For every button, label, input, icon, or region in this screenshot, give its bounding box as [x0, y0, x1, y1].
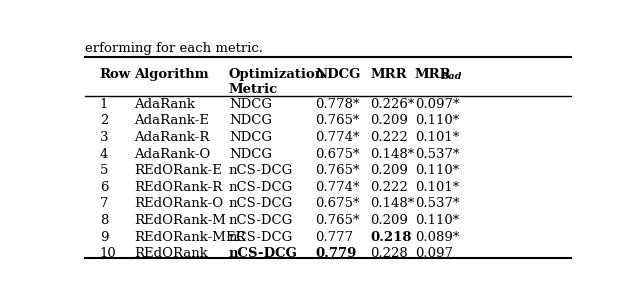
Text: nCS-DCG: nCS-DCG [229, 164, 293, 177]
Text: 2: 2 [100, 114, 108, 127]
Text: 0.228: 0.228 [370, 247, 408, 260]
Text: 0.101*: 0.101* [415, 181, 459, 194]
Text: 0.777: 0.777 [316, 230, 354, 243]
Text: REdORank-O: REdORank-O [134, 197, 224, 210]
Text: nCS-DCG: nCS-DCG [229, 247, 298, 260]
Text: 8: 8 [100, 214, 108, 227]
Text: NDCG: NDCG [229, 148, 272, 160]
Text: 5: 5 [100, 164, 108, 177]
Text: 0.774*: 0.774* [316, 181, 360, 194]
Text: NDCG: NDCG [316, 68, 361, 81]
Text: AdaRank: AdaRank [134, 98, 196, 111]
Text: 4: 4 [100, 148, 108, 160]
Text: REdORank-MER: REdORank-MER [134, 230, 246, 243]
Text: Optimization
Metric: Optimization Metric [229, 68, 325, 96]
Text: 6: 6 [100, 181, 108, 194]
Text: 3: 3 [100, 131, 108, 144]
Text: 0.765*: 0.765* [316, 114, 360, 127]
Text: 0.765*: 0.765* [316, 214, 360, 227]
Text: AdaRank-R: AdaRank-R [134, 131, 210, 144]
Text: 0.774*: 0.774* [316, 131, 360, 144]
Text: 0.097: 0.097 [415, 247, 453, 260]
Text: REdORank: REdORank [134, 247, 209, 260]
Text: 0.209: 0.209 [370, 214, 408, 227]
Text: MRR: MRR [370, 68, 407, 81]
Text: 0.675*: 0.675* [316, 197, 360, 210]
Text: nCS-DCG: nCS-DCG [229, 181, 293, 194]
Text: NDCG: NDCG [229, 114, 272, 127]
Text: 0.097*: 0.097* [415, 98, 460, 111]
Text: 0.209: 0.209 [370, 114, 408, 127]
Text: 0.226*: 0.226* [370, 98, 415, 111]
Text: 0.222: 0.222 [370, 131, 408, 144]
Text: 0.089*: 0.089* [415, 230, 459, 243]
Text: 0.218: 0.218 [370, 230, 412, 243]
Text: 0.675*: 0.675* [316, 148, 360, 160]
Text: REdORank-R: REdORank-R [134, 181, 223, 194]
Text: 0.148*: 0.148* [370, 197, 415, 210]
Text: 1: 1 [100, 98, 108, 111]
Text: 0.765*: 0.765* [316, 164, 360, 177]
Text: 0.110*: 0.110* [415, 214, 459, 227]
Text: 0.110*: 0.110* [415, 114, 459, 127]
Text: REdORank-M: REdORank-M [134, 214, 227, 227]
Text: 9: 9 [100, 230, 108, 243]
Text: erforming for each metric.: erforming for each metric. [85, 42, 263, 55]
Text: Algorithm: Algorithm [134, 68, 209, 81]
Text: 0.222: 0.222 [370, 181, 408, 194]
Text: nCS-DCG: nCS-DCG [229, 197, 293, 210]
Text: NDCG: NDCG [229, 131, 272, 144]
Text: AdaRank-O: AdaRank-O [134, 148, 211, 160]
Text: 10: 10 [100, 247, 116, 260]
Text: nCS-DCG: nCS-DCG [229, 214, 293, 227]
Text: 0.209: 0.209 [370, 164, 408, 177]
Text: 0.110*: 0.110* [415, 164, 459, 177]
Text: 0.779: 0.779 [316, 247, 357, 260]
Text: MRR: MRR [415, 68, 451, 81]
Text: REdORank-E: REdORank-E [134, 164, 223, 177]
Text: 0.537*: 0.537* [415, 197, 460, 210]
Text: 0.778*: 0.778* [316, 98, 360, 111]
Text: AdaRank-E: AdaRank-E [134, 114, 209, 127]
Text: 0.537*: 0.537* [415, 148, 460, 160]
Text: NDCG: NDCG [229, 98, 272, 111]
Text: 0.148*: 0.148* [370, 148, 415, 160]
Text: Bad: Bad [440, 73, 462, 81]
Text: 0.101*: 0.101* [415, 131, 459, 144]
Text: 7: 7 [100, 197, 108, 210]
Text: Row: Row [100, 68, 131, 81]
Text: nCS-DCG: nCS-DCG [229, 230, 293, 243]
